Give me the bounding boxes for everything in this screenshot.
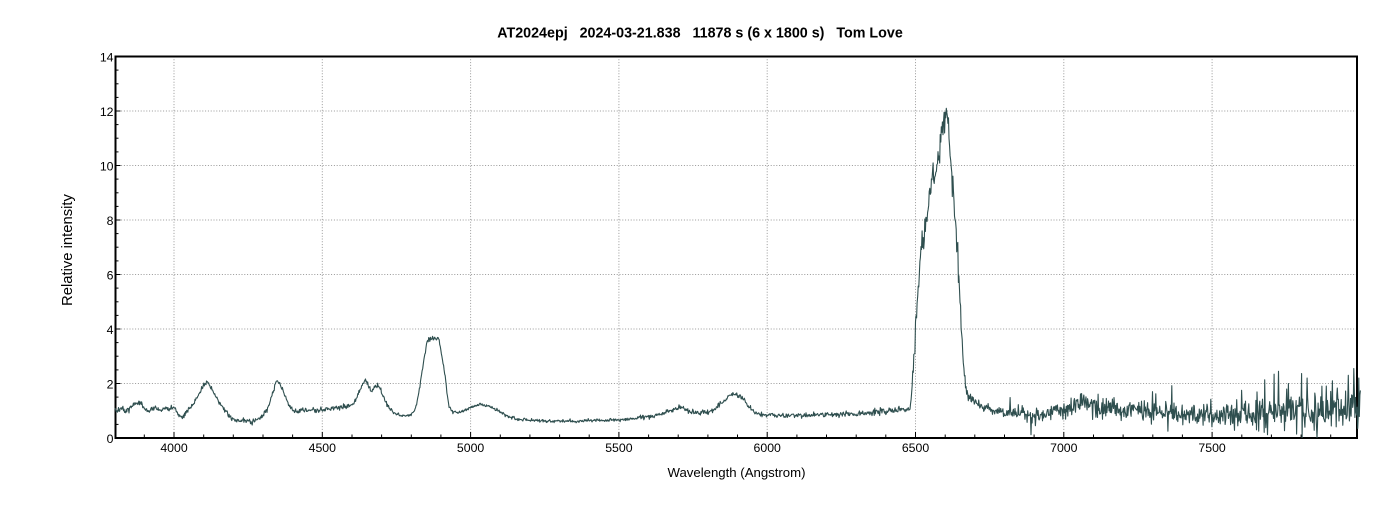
svg-text:7000: 7000 xyxy=(1050,441,1078,455)
svg-text:AT2024epj 2024-03-21.838 1: AT2024epj 2024-03-21.838 11878 s (6 x 18… xyxy=(497,26,903,42)
svg-text:Wavelength (Angstrom): Wavelength (Angstrom) xyxy=(667,465,805,480)
svg-text:7500: 7500 xyxy=(1198,441,1226,455)
svg-text:12: 12 xyxy=(100,105,114,119)
svg-text:2: 2 xyxy=(107,378,114,392)
svg-text:0: 0 xyxy=(107,432,114,446)
svg-text:6000: 6000 xyxy=(754,441,782,455)
svg-text:6500: 6500 xyxy=(902,441,930,455)
svg-text:5500: 5500 xyxy=(605,441,633,455)
svg-text:14: 14 xyxy=(100,51,114,65)
svg-text:4500: 4500 xyxy=(309,441,337,455)
svg-text:4: 4 xyxy=(107,323,114,337)
svg-text:6: 6 xyxy=(107,269,114,283)
svg-text:Relative intensity: Relative intensity xyxy=(60,193,76,305)
svg-text:5000: 5000 xyxy=(457,441,485,455)
svg-text:10: 10 xyxy=(100,160,114,174)
svg-text:4000: 4000 xyxy=(160,441,188,455)
svg-text:8: 8 xyxy=(107,214,114,228)
